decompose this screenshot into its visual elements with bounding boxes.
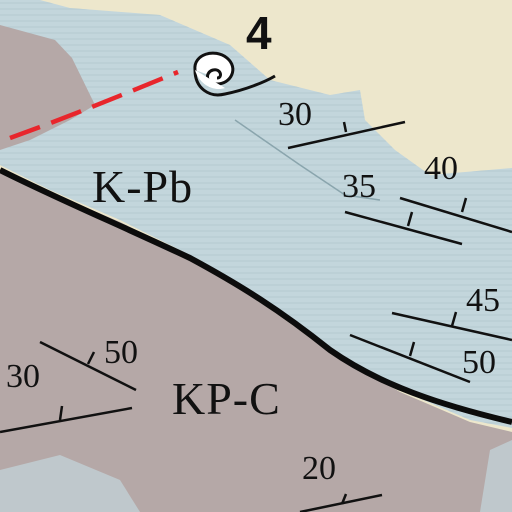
dip-tick-20 — [340, 493, 348, 505]
dip-tick-40 — [460, 197, 468, 213]
unit-kpb-lower-patch — [0, 455, 140, 512]
unit-kpc-patch — [0, 25, 95, 150]
dip-tick-30-left — [58, 405, 64, 421]
unit-label-kpc: KP-C — [172, 373, 281, 424]
strike-line-50-right — [349, 333, 471, 384]
internal-contact-line — [234, 119, 381, 201]
strike-line-45 — [391, 311, 512, 342]
dip-tick-35 — [406, 211, 414, 227]
dip-label-45: 45 — [466, 282, 500, 319]
strike-line-30-left — [0, 406, 133, 434]
strike-line-40 — [399, 196, 512, 234]
unit-kpb-right-patch — [480, 440, 512, 512]
strike-line-30-top — [287, 120, 406, 150]
swirl-symbol-icon — [193, 51, 276, 97]
fault-line — [9, 69, 179, 141]
locality-number: 4 — [246, 7, 272, 59]
dip-tick-30-top — [342, 121, 348, 133]
dip-tick-45 — [450, 311, 458, 327]
dip-tick-50-right — [408, 341, 416, 357]
dip-label-50-right: 50 — [462, 344, 496, 381]
unit-kpb-texture — [0, 0, 512, 428]
contact-line — [0, 167, 512, 425]
strike-line-50-left — [39, 340, 137, 392]
strike-dip-symbols — [0, 120, 512, 512]
dip-label-35: 35 — [342, 168, 376, 205]
dip-label-40: 40 — [424, 150, 458, 187]
dip-label-30-left: 30 — [6, 358, 40, 395]
unit-label-kpb: K-Pb — [92, 161, 194, 212]
strike-line-35 — [344, 210, 463, 246]
dip-label-30-top: 30 — [278, 96, 312, 133]
dip-tick-50-left — [86, 351, 96, 365]
dip-label-50-left: 50 — [104, 334, 138, 371]
dip-label-20: 20 — [302, 450, 336, 487]
unit-kpc-area — [0, 170, 512, 512]
